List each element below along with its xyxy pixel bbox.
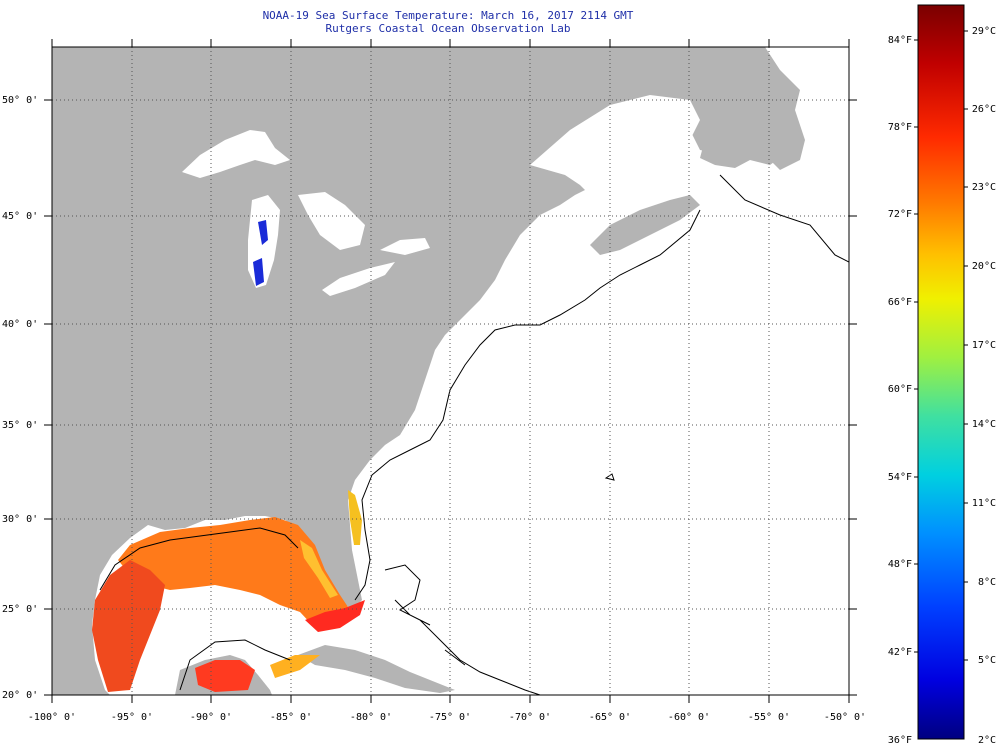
colorbar-f-label: 66°F xyxy=(888,297,912,308)
land-newfoundland xyxy=(700,100,795,168)
lat-label: 30° 0' xyxy=(2,514,38,525)
lake-huron xyxy=(298,192,365,250)
lake-superior xyxy=(182,130,290,178)
colorbar-c-label: 8°C xyxy=(978,577,996,588)
gulf-of-st-lawrence xyxy=(530,95,700,200)
caribbean-sst xyxy=(270,655,320,678)
colorbar-f-label: 72°F xyxy=(888,209,912,220)
map-subtitle: Rutgers Coastal Ocean Observation Lab xyxy=(325,22,571,35)
axis-ticks xyxy=(44,39,857,703)
colorbar-c-label: 2°C xyxy=(978,735,996,746)
lon-label: -90° 0' xyxy=(190,712,232,723)
colorbar-f-label: 84°F xyxy=(888,35,912,46)
lat-label: 35° 0' xyxy=(2,420,38,431)
bahamas-contour xyxy=(384,564,541,695)
lat-label: 45° 0' xyxy=(2,211,38,222)
lon-label: -75° 0' xyxy=(429,712,471,723)
lon-label: -85° 0' xyxy=(270,712,312,723)
graticule xyxy=(52,47,849,695)
colorbar-c-label: 23°C xyxy=(972,182,996,193)
lake-michigan-sst-cold xyxy=(253,220,268,286)
colorbar-f-label: 42°F xyxy=(888,647,912,658)
lon-label: -100° 0' xyxy=(28,712,76,723)
lake-erie xyxy=(322,262,395,296)
land-north-america xyxy=(52,47,805,695)
lon-label: -80° 0' xyxy=(350,712,392,723)
lake-ontario xyxy=(380,238,430,255)
gulf-sst-red-west xyxy=(92,560,165,692)
colorbar-c-label: 11°C xyxy=(972,498,996,509)
colorbar-c-label: 29°C xyxy=(972,26,996,37)
colorbar-f-label: 48°F xyxy=(888,559,912,570)
lon-label: -70° 0' xyxy=(509,712,551,723)
gulf-sst-orange xyxy=(118,517,350,628)
lat-label: 50° 0' xyxy=(2,95,38,106)
colorbar-f-label: 54°F xyxy=(888,472,912,483)
colorbar-c-label: 14°C xyxy=(972,419,996,430)
colorbar-f-label: 78°F xyxy=(888,122,912,133)
lon-label: -65° 0' xyxy=(589,712,631,723)
lat-label: 20° 0' xyxy=(2,690,38,701)
colorbar-f-label: 36°F xyxy=(888,735,912,746)
lon-label: -50° 0' xyxy=(824,712,866,723)
colorbar-c-label: 17°C xyxy=(972,340,996,351)
lon-label: -60° 0' xyxy=(668,712,710,723)
colorbar-c-label: 5°C xyxy=(978,655,996,666)
florida-east-coast-sst xyxy=(348,490,362,545)
shelf-break-contour xyxy=(354,174,849,601)
colorbar-ticks xyxy=(914,30,968,661)
colorbar-f-label: 60°F xyxy=(888,384,912,395)
map-title: NOAA-19 Sea Surface Temperature: March 1… xyxy=(262,9,634,22)
lon-label: -55° 0' xyxy=(748,712,790,723)
florida-keys-sst xyxy=(305,600,365,632)
lat-label: 25° 0' xyxy=(2,604,38,615)
gulf-contour xyxy=(99,527,299,691)
gulf-sst-red-bay xyxy=(195,660,255,692)
colorbar xyxy=(917,4,965,740)
land-cuba xyxy=(298,645,455,693)
lat-label: 40° 0' xyxy=(2,319,38,330)
florida-west-coast-sst xyxy=(300,540,338,598)
colorbar-c-label: 26°C xyxy=(972,104,996,115)
lon-label: -95° 0' xyxy=(111,712,153,723)
land-nova-scotia xyxy=(590,195,700,255)
colorbar-c-label: 20°C xyxy=(972,261,996,272)
